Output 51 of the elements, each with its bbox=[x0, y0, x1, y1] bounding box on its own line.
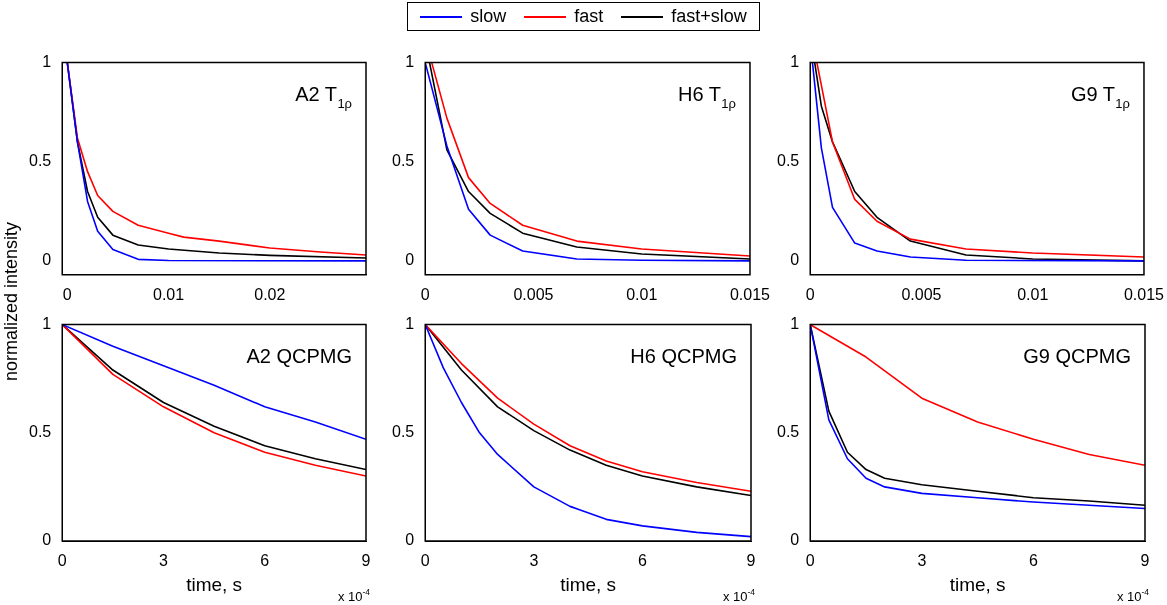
y-tick-label: 1 bbox=[790, 315, 800, 333]
x-tick-label: 0.02 bbox=[254, 285, 286, 303]
x-axis-title: time, s bbox=[186, 573, 243, 595]
x-tick-label: 0.01 bbox=[1017, 285, 1049, 303]
y-tick-label: 1 bbox=[790, 53, 800, 71]
x-tick-label: 0.015 bbox=[729, 285, 771, 303]
y-tick-label: 0.5 bbox=[28, 152, 52, 170]
x-tick-label: 0 bbox=[805, 285, 815, 303]
x-tick-label: 3 bbox=[529, 552, 539, 570]
x-tick-label: 0.01 bbox=[152, 285, 185, 303]
annotation: G9 QCPMG bbox=[1023, 344, 1131, 367]
y-tick-label: 0 bbox=[405, 531, 415, 549]
y-tick-label: 0 bbox=[790, 251, 800, 269]
legend-label: fast+slow bbox=[671, 6, 747, 27]
x-tick-label: 9 bbox=[1140, 552, 1150, 570]
legend-label: fast bbox=[574, 6, 604, 27]
x-axis-title: time, s bbox=[949, 573, 1006, 595]
x-tick-label: 3 bbox=[917, 552, 927, 570]
y-tick-label: 0 bbox=[405, 251, 415, 269]
x-tick-label: 0.015 bbox=[1123, 285, 1165, 303]
annotation: A2 QCPMG bbox=[246, 344, 352, 367]
x-tick-label: 6 bbox=[260, 552, 270, 570]
x-tick-label: 0.005 bbox=[901, 285, 942, 303]
x-tick-label: 0.01 bbox=[626, 285, 658, 303]
x-tick-label: 0.005 bbox=[513, 285, 554, 303]
legend-label: slow bbox=[470, 6, 507, 27]
y-tick-label: 0 bbox=[42, 251, 52, 269]
x-tick-label: 0 bbox=[420, 552, 430, 570]
x-axis-title: time, s bbox=[560, 573, 617, 595]
x-tick-label: 0 bbox=[420, 285, 430, 303]
x-tick-label: 9 bbox=[361, 552, 371, 570]
y-axis-title: normalized intensity bbox=[1, 221, 23, 381]
annotation: H6 QCPMG bbox=[630, 344, 738, 367]
y-tick-label: 0.5 bbox=[776, 152, 800, 170]
x-tick-label: 3 bbox=[159, 552, 169, 570]
y-tick-label: 0.5 bbox=[776, 423, 800, 441]
y-tick-label: 0.5 bbox=[28, 423, 52, 441]
y-tick-label: 0.5 bbox=[391, 423, 415, 441]
x-tick-label: 6 bbox=[637, 552, 647, 570]
y-tick-label: 1 bbox=[42, 53, 52, 71]
y-tick-label: 1 bbox=[42, 315, 52, 333]
x-tick-label: 0 bbox=[805, 552, 815, 570]
x-tick-label: 0 bbox=[57, 552, 67, 570]
y-tick-label: 0.5 bbox=[391, 152, 415, 170]
x-tick-label: 0 bbox=[62, 285, 72, 303]
y-tick-label: 1 bbox=[405, 53, 415, 71]
x-tick-label: 6 bbox=[1028, 552, 1038, 570]
y-tick-label: 0 bbox=[790, 531, 800, 549]
y-tick-label: 1 bbox=[405, 315, 415, 333]
x-tick-label: 9 bbox=[746, 552, 756, 570]
y-tick-label: 0 bbox=[42, 531, 52, 549]
